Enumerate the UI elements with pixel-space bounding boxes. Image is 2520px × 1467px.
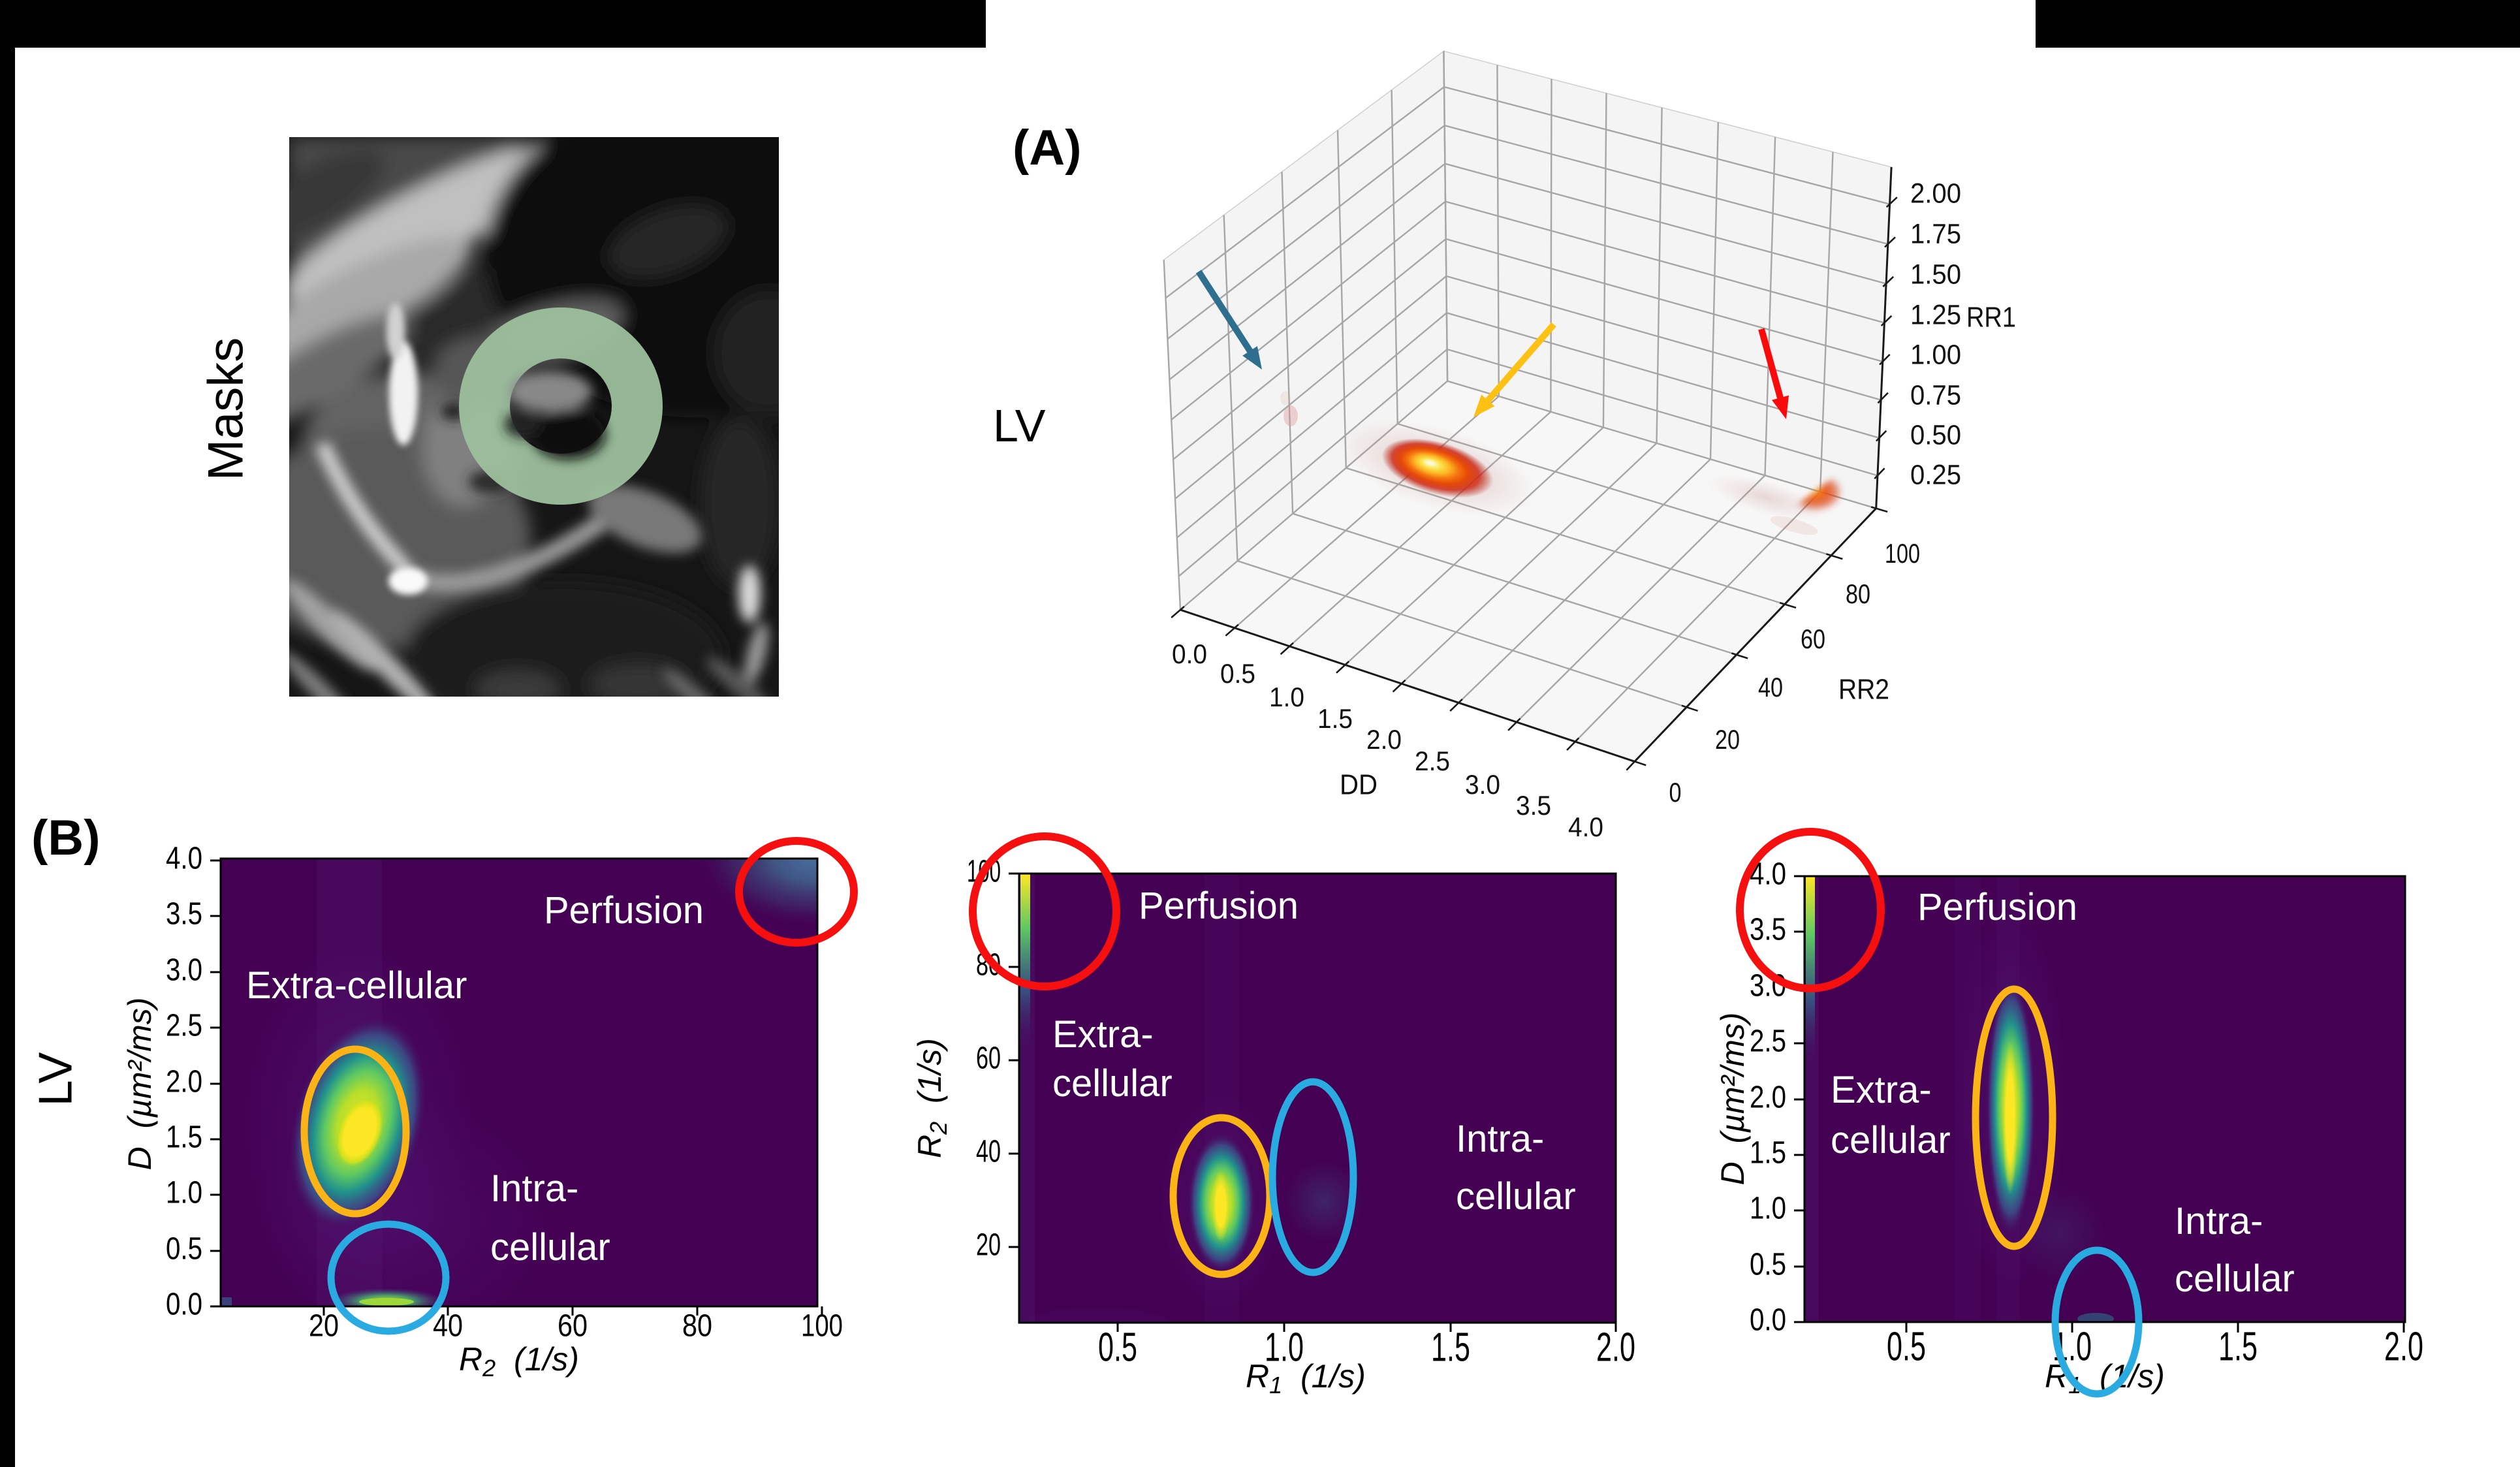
svg-text:1.00: 1.00 [1910,339,1961,370]
svg-text:0.75: 0.75 [1910,379,1961,411]
svg-text:2.0: 2.0 [166,1065,202,1099]
svg-text:2.5: 2.5 [166,1009,202,1043]
svg-text:3.5: 3.5 [166,897,202,932]
svg-text:Perfusion: Perfusion [544,889,704,932]
svg-text:Extra-: Extra- [1052,1013,1154,1056]
svg-text:1.0: 1.0 [1750,1191,1786,1226]
svg-text:Intra-: Intra- [1456,1118,1544,1160]
svg-text:20: 20 [309,1309,339,1344]
svg-text:1.25: 1.25 [1910,299,1961,330]
svg-text:0.0: 0.0 [1172,639,1207,669]
svg-text:40: 40 [1758,672,1783,702]
svg-text:1.5: 1.5 [166,1120,202,1155]
svg-text:cellular: cellular [490,1226,610,1269]
svg-text:RR1: RR1 [1966,302,2016,334]
svg-text:60: 60 [558,1309,588,1344]
svg-text:1.5: 1.5 [1750,1136,1786,1171]
svg-text:0.5: 0.5 [1887,1324,1926,1369]
svg-text:40: 40 [976,1135,1001,1169]
svg-text:cellular: cellular [1831,1119,1951,1161]
svg-text:100: 100 [801,1309,843,1344]
svg-text:cellular: cellular [1052,1062,1173,1105]
svg-text:Intra-: Intra- [490,1167,578,1210]
svg-text:60: 60 [976,1041,1001,1076]
svg-text:2.0: 2.0 [2384,1324,2423,1369]
svg-text:RR2: RR2 [1838,674,1889,706]
svg-text:80: 80 [1846,578,1870,609]
svg-text:D (µm²/ms): D (µm²/ms) [1714,1013,1751,1186]
svg-text:80: 80 [682,1309,712,1344]
svg-text:0.25: 0.25 [1910,459,1961,490]
svg-text:2.5: 2.5 [1415,746,1450,776]
svg-text:1.5: 1.5 [1431,1325,1470,1370]
svg-text:20: 20 [976,1228,1001,1263]
svg-text:100: 100 [1885,538,1920,569]
svg-text:2.0: 2.0 [1366,724,1402,755]
svg-text:0: 0 [1669,777,1682,808]
svg-text:3.0: 3.0 [166,953,202,988]
svg-text:40: 40 [433,1309,463,1344]
svg-text:R2 (1/s): R2 (1/s) [459,1341,579,1381]
svg-text:cellular: cellular [1456,1175,1576,1218]
svg-text:1.75: 1.75 [1910,218,1961,249]
svg-text:Extra-: Extra- [1831,1069,1932,1111]
svg-text:1.0: 1.0 [1265,1325,1304,1370]
svg-text:1.0: 1.0 [1269,682,1304,712]
svg-text:3.5: 3.5 [1750,913,1786,947]
svg-text:0.5: 0.5 [1220,658,1255,689]
svg-text:Perfusion: Perfusion [1139,885,1299,927]
svg-text:R1 (1/s): R1 (1/s) [1246,1358,1366,1398]
svg-text:2.0: 2.0 [1750,1081,1786,1115]
svg-text:60: 60 [1801,623,1825,654]
svg-text:Extra-cellular: Extra-cellular [246,964,467,1007]
svg-text:3.0: 3.0 [1465,769,1500,800]
svg-text:D (µm²/ms): D (µm²/ms) [121,998,158,1171]
svg-text:DD: DD [1340,769,1378,801]
svg-text:4.0: 4.0 [166,842,202,876]
svg-text:0.5: 0.5 [166,1232,202,1267]
svg-text:Perfusion: Perfusion [1917,886,2077,928]
svg-text:R2 (1/s): R2 (1/s) [911,1038,951,1158]
svg-text:2.0: 2.0 [1596,1325,1635,1370]
svg-text:4.0: 4.0 [1568,812,1603,842]
svg-text:2.5: 2.5 [1750,1024,1786,1059]
svg-text:cellular: cellular [2175,1257,2295,1300]
svg-text:1.0: 1.0 [166,1176,202,1210]
svg-text:1.50: 1.50 [1910,259,1961,290]
svg-text:1.5: 1.5 [2218,1324,2258,1369]
svg-text:0.5: 0.5 [1750,1248,1786,1282]
svg-text:0.0: 0.0 [166,1287,202,1322]
svg-text:3.5: 3.5 [1516,790,1551,821]
svg-text:2.00: 2.00 [1910,178,1961,209]
svg-text:Intra-: Intra- [2175,1200,2263,1242]
svg-text:0.0: 0.0 [1750,1303,1786,1338]
svg-text:20: 20 [1715,724,1740,755]
svg-text:1.5: 1.5 [1317,703,1353,734]
svg-text:0.50: 0.50 [1910,419,1961,450]
svg-text:0.5: 0.5 [1098,1325,1137,1370]
